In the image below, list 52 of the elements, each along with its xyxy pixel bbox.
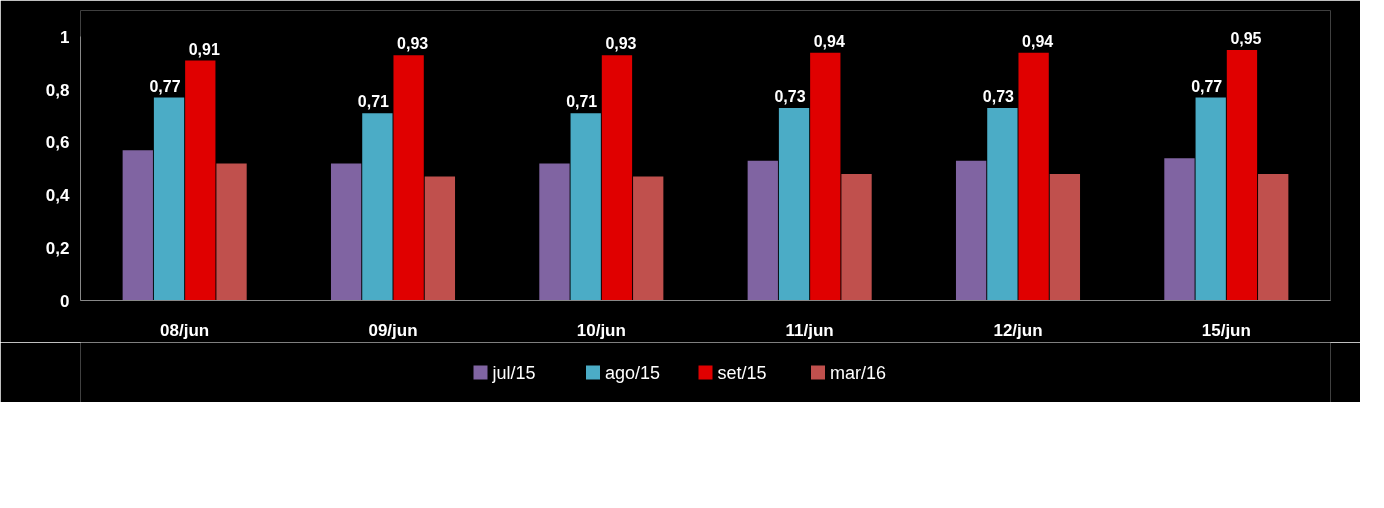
bar bbox=[122, 150, 153, 301]
x-tick-label: 11/jun bbox=[785, 320, 834, 340]
bar bbox=[841, 173, 872, 301]
data-label: 0,95 bbox=[1230, 30, 1262, 48]
bar bbox=[1258, 173, 1289, 301]
data-label: 0,93 bbox=[397, 35, 429, 53]
data-label: 0,77 bbox=[149, 77, 181, 95]
data-label: 0,94 bbox=[813, 32, 845, 50]
data-label: 0,71 bbox=[357, 93, 390, 111]
x-tick-label: 09/jun bbox=[368, 320, 418, 340]
data-label: 0,93 bbox=[605, 35, 637, 53]
legend-label: set/15 bbox=[717, 362, 767, 383]
bar bbox=[1164, 158, 1195, 301]
x-tick-label: 10/jun bbox=[576, 320, 626, 340]
y-tick-label: 1 bbox=[60, 27, 70, 47]
data-label: 0,94 bbox=[1022, 32, 1054, 50]
bar bbox=[185, 60, 216, 301]
y-tick-label: 0,6 bbox=[45, 133, 70, 153]
bar bbox=[393, 55, 424, 301]
bar bbox=[216, 163, 247, 301]
bar bbox=[778, 108, 810, 301]
bar bbox=[1226, 50, 1258, 301]
bar bbox=[570, 113, 601, 301]
bar bbox=[1195, 97, 1226, 301]
legend-label: jul/15 bbox=[491, 362, 536, 383]
bar bbox=[362, 113, 393, 301]
legend-label: ago/15 bbox=[605, 362, 661, 383]
bar bbox=[424, 176, 456, 301]
bar bbox=[539, 163, 570, 301]
bar bbox=[633, 176, 664, 301]
bar bbox=[955, 160, 987, 301]
y-tick-label: 0,8 bbox=[45, 80, 70, 100]
data-label: 0,71 bbox=[566, 93, 598, 111]
x-tick-label: 15/jun bbox=[1201, 320, 1251, 340]
x-tick-label: 08/jun bbox=[160, 320, 210, 340]
bar bbox=[987, 108, 1018, 301]
x-tick-label: 12/jun bbox=[993, 320, 1043, 340]
bar bbox=[1049, 173, 1081, 301]
y-tick-label: 0,4 bbox=[45, 186, 71, 206]
bar bbox=[330, 163, 362, 301]
legend-label: mar/16 bbox=[830, 362, 887, 383]
bar bbox=[747, 160, 778, 301]
y-tick-label: 0,2 bbox=[45, 238, 70, 258]
data-label: 0,73 bbox=[982, 88, 1015, 106]
y-tick-label: 0 bbox=[60, 291, 70, 311]
data-label: 0,77 bbox=[1191, 77, 1223, 95]
data-label: 0,73 bbox=[774, 88, 806, 106]
bar bbox=[601, 55, 633, 301]
bar bbox=[810, 52, 841, 301]
bar bbox=[1018, 52, 1049, 301]
bar bbox=[153, 97, 185, 301]
data-label: 0,91 bbox=[188, 40, 220, 58]
